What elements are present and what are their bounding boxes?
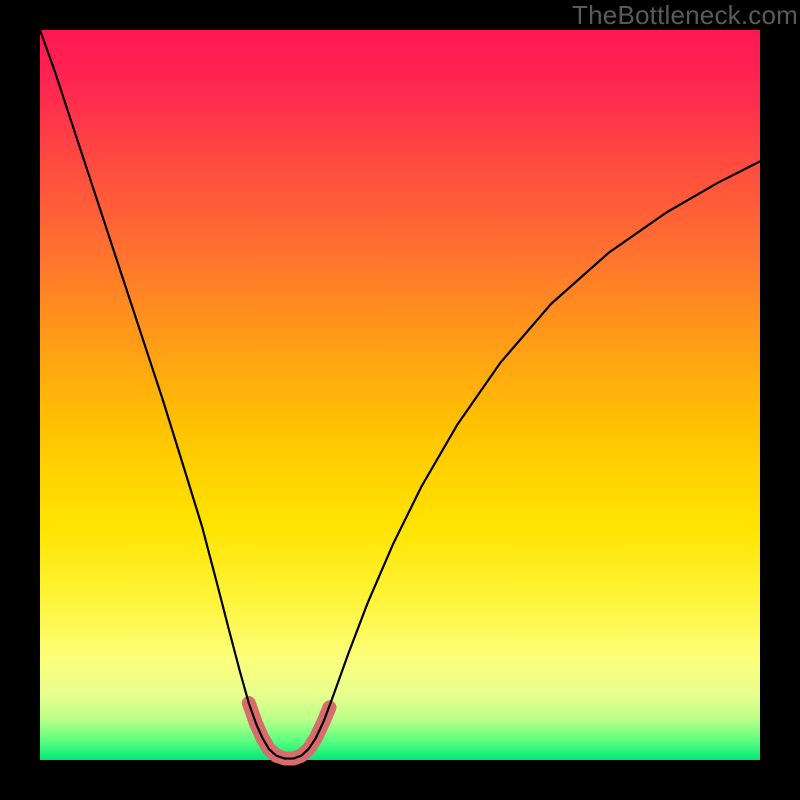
watermark-text: TheBottleneck.com <box>572 0 798 31</box>
bottleneck-curve <box>40 30 760 759</box>
curve-layer <box>40 30 760 760</box>
chart-frame: TheBottleneck.com <box>0 0 800 800</box>
plot-area <box>40 30 760 760</box>
highlight-band <box>249 703 330 758</box>
